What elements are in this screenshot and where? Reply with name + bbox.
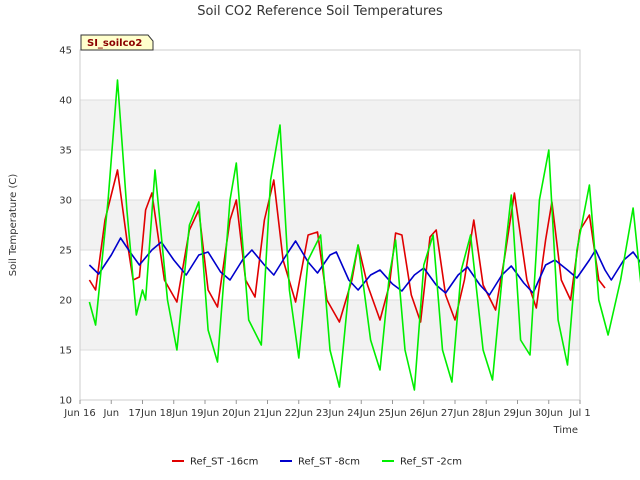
x-tick-label: 17Jun xyxy=(128,408,156,419)
x-tick-label: 28Jun xyxy=(472,408,500,419)
x-tick-label: 19Jun xyxy=(191,408,219,419)
site-tag: SI_soilco2 xyxy=(80,34,154,51)
legend-label: Ref_ST -8cm xyxy=(298,457,360,468)
y-tick-label: 40 xyxy=(59,96,72,107)
y-tick-label: 15 xyxy=(59,346,72,357)
x-tick-label: 18Jun xyxy=(160,408,188,419)
x-tick-label: 22Jun xyxy=(285,408,313,419)
y-tick-label: 30 xyxy=(59,196,72,207)
site-tag-label: SI_soilco2 xyxy=(87,38,142,49)
y-tick-label: 35 xyxy=(59,146,72,157)
site-tag-box xyxy=(80,34,154,51)
y-tick-label: 45 xyxy=(59,46,72,57)
y-axis-label: Soil Temperature (C) xyxy=(8,174,19,277)
y-tick-label: 10 xyxy=(59,396,72,407)
x-tick-label: Jun 16 xyxy=(63,408,96,419)
x-tick-label: 30Jun xyxy=(535,408,563,419)
series-layer xyxy=(88,79,640,391)
x-tick-label: 29Jun xyxy=(503,408,531,419)
x-tick-label: 20Jun xyxy=(222,408,250,419)
x-tick-label: 23Jun xyxy=(316,408,344,419)
legend-label: Ref_ST -2cm xyxy=(400,457,462,468)
x-tick-label: 24Jun xyxy=(347,408,375,419)
x-tick-label: 21Jun xyxy=(253,408,281,419)
plot-bands xyxy=(80,100,580,350)
x-tick-label: Jul 1 xyxy=(568,408,591,419)
x-tick-label: 26Jun xyxy=(410,408,438,419)
plot-band xyxy=(80,200,580,250)
x-axis-label: Time xyxy=(553,425,578,436)
x-tick-label: Jun xyxy=(102,408,119,419)
legend: Ref_ST -16cm Ref_ST -8cm Ref_ST -2cm xyxy=(172,457,462,468)
series-line xyxy=(88,79,640,391)
plot-band xyxy=(80,100,580,150)
y-tick-label: 25 xyxy=(59,246,72,257)
series-line xyxy=(88,237,640,296)
chart-title: Soil CO2 Reference Soil Temperatures xyxy=(197,4,443,19)
x-axis-ticks: Jun 16 Jun 17Jun 18Jun 19Jun 20Jun 21Jun 22Jun 2… xyxy=(63,400,591,419)
x-tick-label: 25Jun xyxy=(378,408,406,419)
y-axis-ticks: 10 15 20 25 30 35 40 45 xyxy=(59,46,72,407)
legend-label: Ref_ST -16cm xyxy=(190,457,258,468)
x-tick-label: 27Jun xyxy=(441,408,469,419)
y-tick-label: 20 xyxy=(59,296,72,307)
